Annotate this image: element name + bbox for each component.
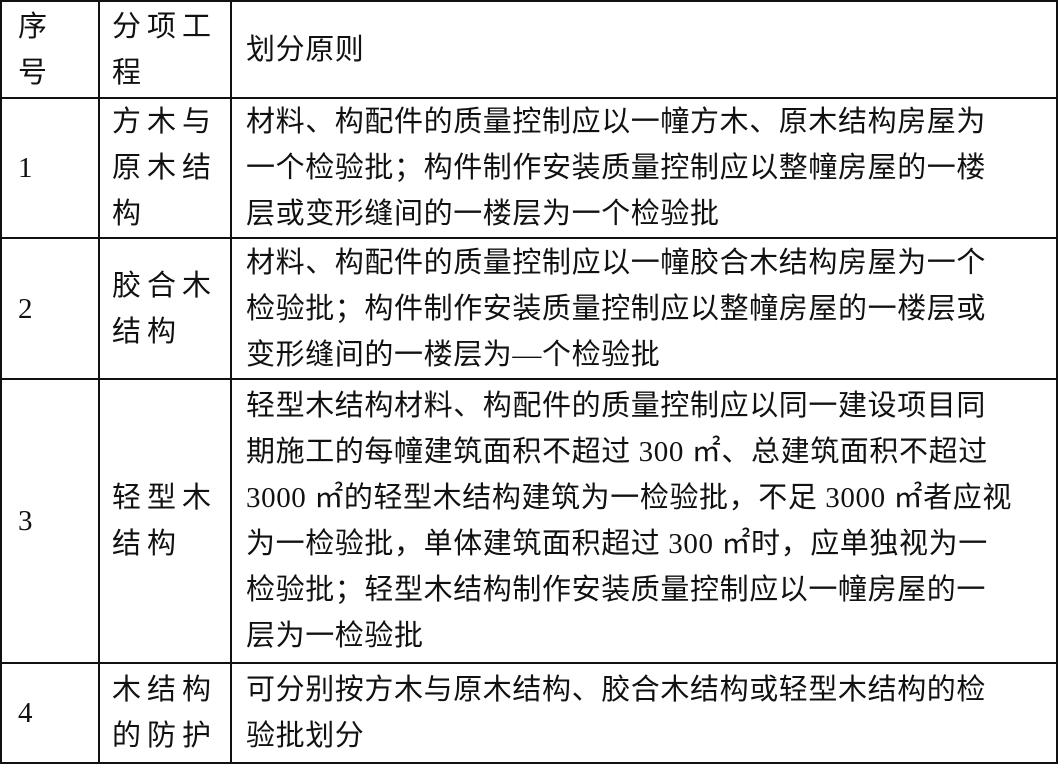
rule-line: 为一检验批，单体建筑面积超过 300 ㎡时，应单独视为一 (246, 528, 988, 560)
table-row: 2 胶合木 结构 材料、构配件的质量控制应以一幢胶合木结构房屋为一个 检验批；构… (0, 237, 1058, 380)
table-row: 4 木结构 的防护 可分别按方木与原木结构、胶合木结构或轻型木结构的检 验批划分 (0, 662, 1058, 764)
row-rule: 轻型木结构材料、构配件的质量控制应以同一建设项目同 期施工的每幢建筑面积不超过 … (230, 378, 1058, 664)
item-line: 的防护 (112, 720, 218, 752)
row-item: 方木与 原木结 构 (98, 97, 232, 239)
item-line: 结构 (112, 528, 183, 560)
rule-line: 检验批；轻型木结构制作安装质量控制应以一幢房屋的一 (246, 574, 987, 606)
header-text: 程 (112, 56, 148, 89)
rule-line: 层为一检验批 (246, 620, 424, 652)
table-header-row: 序 号 分项工 程 划分原则 (0, 0, 1058, 99)
row-item: 木结构 的防护 (98, 662, 232, 764)
row-rule: 材料、构配件的质量控制应以一幢胶合木结构房屋为一个 检验批；构件制作安装质量控制… (230, 237, 1058, 380)
header-text: 分项工 (112, 10, 218, 43)
row-index: 4 (0, 662, 100, 764)
row-rule: 材料、构配件的质量控制应以一幢方木、原木结构房屋为 一个检验批；构件制作安装质量… (230, 97, 1058, 239)
row-item: 轻型木 结构 (98, 378, 232, 664)
rule-line: 材料、构配件的质量控制应以一幢方木、原木结构房屋为 (246, 106, 987, 138)
row-index: 2 (0, 237, 100, 380)
row-rule: 可分别按方木与原木结构、胶合木结构或轻型木结构的检 验批划分 (230, 662, 1058, 764)
table-row: 1 方木与 原木结 构 材料、构配件的质量控制应以一幢方木、原木结构房屋为 一个… (0, 97, 1058, 239)
rule-line: 一个检验批；构件制作安装质量控制应以整幢房屋的一楼 (246, 152, 987, 184)
table-row: 3 轻型木 结构 轻型木结构材料、构配件的质量控制应以同一建设项目同 期施工的每… (0, 378, 1058, 664)
rule-line: 期施工的每幢建筑面积不超过 300 ㎡、总建筑面积不超过 (246, 436, 988, 468)
row-item: 胶合木 结构 (98, 237, 232, 380)
header-text: 号 (18, 56, 48, 89)
header-index: 序 号 (0, 0, 100, 99)
item-line: 轻型木 (112, 482, 218, 514)
header-rule: 划分原则 (230, 0, 1058, 99)
item-line: 结构 (112, 315, 183, 348)
rule-line: 变形缝间的一楼层为—个检验批 (246, 338, 661, 371)
item-line: 构 (112, 198, 148, 230)
header-item: 分项工 程 (98, 0, 232, 99)
rule-line: 可分别按方木与原木结构、胶合木结构或轻型木结构的检 (246, 674, 987, 706)
header-text: 划分原则 (246, 33, 365, 66)
item-line: 胶合木 (112, 269, 218, 302)
rule-line: 材料、构配件的质量控制应以一幢胶合木结构房屋为一个 (246, 246, 987, 279)
item-line: 木结构 (112, 674, 218, 706)
rule-line: 轻型木结构材料、构配件的质量控制应以同一建设项目同 (246, 390, 987, 422)
row-index: 1 (0, 97, 100, 239)
rule-line: 验批划分 (246, 720, 365, 752)
row-index: 3 (0, 378, 100, 664)
item-line: 原木结 (112, 152, 218, 184)
item-line: 方木与 (112, 106, 218, 138)
rule-line: 检验批；构件制作安装质量控制应以整幢房屋的一楼层或 (246, 292, 987, 325)
header-text: 序 (18, 10, 48, 43)
rule-line: 3000 ㎡的轻型木结构建筑为一检验批，不足 3000 ㎡者应视 (246, 482, 1012, 514)
rule-line: 层或变形缝间的一楼层为一个检验批 (246, 198, 720, 230)
